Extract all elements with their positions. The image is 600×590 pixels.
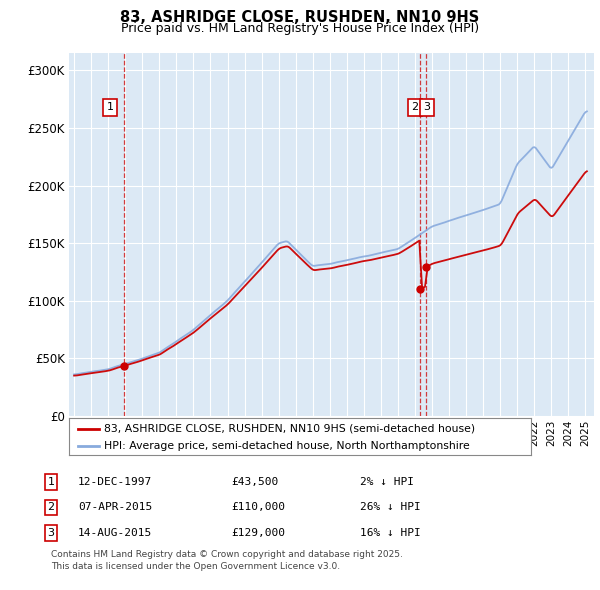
Text: 3: 3 [47,528,55,537]
Text: £129,000: £129,000 [231,528,285,537]
Text: 2: 2 [47,503,55,512]
Text: 83, ASHRIDGE CLOSE, RUSHDEN, NN10 9HS (semi-detached house): 83, ASHRIDGE CLOSE, RUSHDEN, NN10 9HS (s… [104,424,475,434]
Text: 26% ↓ HPI: 26% ↓ HPI [360,503,421,512]
Text: 2% ↓ HPI: 2% ↓ HPI [360,477,414,487]
Text: Price paid vs. HM Land Registry's House Price Index (HPI): Price paid vs. HM Land Registry's House … [121,22,479,35]
Text: 83, ASHRIDGE CLOSE, RUSHDEN, NN10 9HS: 83, ASHRIDGE CLOSE, RUSHDEN, NN10 9HS [121,10,479,25]
Text: 07-APR-2015: 07-APR-2015 [78,503,152,512]
Text: 2: 2 [412,102,419,112]
Text: This data is licensed under the Open Government Licence v3.0.: This data is licensed under the Open Gov… [51,562,340,571]
Text: £110,000: £110,000 [231,503,285,512]
Text: 16% ↓ HPI: 16% ↓ HPI [360,528,421,537]
Text: HPI: Average price, semi-detached house, North Northamptonshire: HPI: Average price, semi-detached house,… [104,441,469,451]
Text: 3: 3 [424,102,430,112]
Text: 14-AUG-2015: 14-AUG-2015 [78,528,152,537]
Text: 1: 1 [47,477,55,487]
Text: 12-DEC-1997: 12-DEC-1997 [78,477,152,487]
Text: £43,500: £43,500 [231,477,278,487]
Text: 1: 1 [106,102,113,112]
Text: Contains HM Land Registry data © Crown copyright and database right 2025.: Contains HM Land Registry data © Crown c… [51,550,403,559]
